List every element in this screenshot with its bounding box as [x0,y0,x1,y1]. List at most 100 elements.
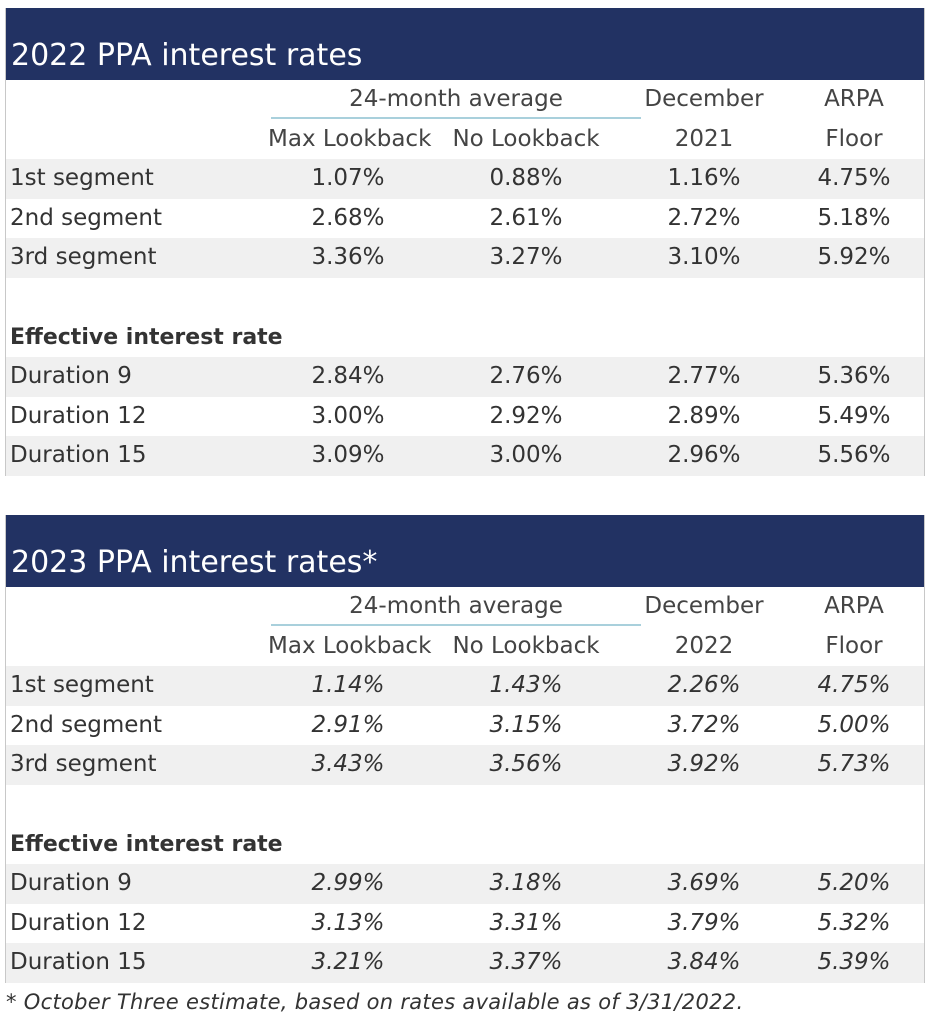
no-lookback-value: 3.18% [489,870,563,897]
arpa-floor-value: 5.39% [817,949,891,976]
no-lookback-value: 3.37% [489,949,563,976]
max-lookback-value: 2.91% [311,711,385,738]
no-lookback-value: 3.00% [489,442,563,469]
col-header-arpa: ARPA [824,593,884,619]
spacer-row [6,278,924,318]
arpa-floor-value: 5.32% [817,909,891,936]
no-lookback-value: 0.88% [489,165,563,192]
table-row: Duration 9 2.84% 2.76% 2.77% 5.36% [6,357,924,397]
row-label: Duration 12 [10,909,147,936]
spacer-row [6,785,924,825]
table-row: 2nd segment 2.91% 3.15% 3.72% 5.00% [6,706,924,746]
table-row: 3rd segment 3.36% 3.27% 3.10% 5.92% [6,238,924,278]
effective-rate-heading: Effective interest rate [10,324,283,350]
row-label: Duration 15 [10,442,147,469]
max-lookback-value: 2.84% [311,363,385,390]
col-header-floor: Floor [825,125,883,152]
row-label: 3rd segment [10,244,157,271]
arpa-floor-value: 4.75% [817,672,891,699]
row-label: 1st segment [10,165,154,192]
row-label: 3rd segment [10,751,157,778]
col-header-no-lookback: No Lookback [452,125,600,152]
header-row-1: 24-month average December ARPA [6,80,924,120]
group-header: 24-month average [271,587,641,626]
row-label: 1st segment [10,672,154,699]
table-row: 3rd segment 3.43% 3.56% 3.92% 5.73% [6,745,924,785]
header-row-2: Max Lookback No Lookback 2022 Floor [6,627,924,667]
ppa-2023-table: 2023 PPA interest rates* 24-month averag… [5,515,925,983]
table-row: Duration 9 2.99% 3.18% 3.69% 5.20% [6,864,924,904]
table-row: Duration 15 3.09% 3.00% 2.96% 5.56% [6,436,924,476]
december-value: 3.72% [667,711,741,738]
no-lookback-value: 3.31% [489,909,563,936]
col-header-year: 2022 [674,632,734,659]
no-lookback-value: 2.92% [489,402,563,429]
no-lookback-value: 2.76% [489,363,563,390]
row-label: Duration 12 [10,402,147,429]
max-lookback-value: 3.21% [311,949,385,976]
col-header-no-lookback: No Lookback [452,632,600,659]
table-row: Duration 12 3.00% 2.92% 2.89% 5.49% [6,397,924,437]
col-header-arpa: ARPA [824,86,884,112]
row-label: 2nd segment [10,711,163,738]
row-label: Duration 9 [10,870,132,897]
december-value: 3.10% [667,244,741,271]
december-value: 2.77% [667,363,741,390]
header-row-2: Max Lookback No Lookback 2021 Floor [6,120,924,160]
row-label: 2nd segment [10,204,163,231]
max-lookback-value: 2.68% [311,204,385,231]
table-row: 1st segment 1.07% 0.88% 1.16% 4.75% [6,159,924,199]
arpa-floor-value: 5.36% [817,363,891,390]
max-lookback-value: 1.14% [311,672,385,699]
col-header-december: December [644,86,764,112]
december-value: 2.72% [667,204,741,231]
december-value: 1.16% [667,165,741,192]
december-value: 3.92% [667,751,741,778]
max-lookback-value: 2.99% [311,870,385,897]
section-heading-row: Effective interest rate [6,825,924,865]
table-row: 2nd segment 2.68% 2.61% 2.72% 5.18% [6,199,924,239]
table-row: Duration 15 3.21% 3.37% 3.84% 5.39% [6,943,924,983]
table-title: 2022 PPA interest rates [11,38,363,73]
no-lookback-value: 3.15% [489,711,563,738]
max-lookback-value: 1.07% [311,165,385,192]
header-row-1: 24-month average December ARPA [6,587,924,627]
col-header-max-lookback: Max Lookback [268,632,432,659]
arpa-floor-value: 5.73% [817,751,891,778]
arpa-floor-value: 4.75% [817,165,891,192]
group-header: 24-month average [271,80,641,119]
arpa-floor-value: 5.18% [817,204,891,231]
footnote: * October Three estimate, based on rates… [6,990,744,1014]
no-lookback-value: 1.43% [489,672,563,699]
december-value: 3.69% [667,870,741,897]
no-lookback-value: 3.56% [489,751,563,778]
max-lookback-value: 3.43% [311,751,385,778]
arpa-floor-value: 5.49% [817,402,891,429]
no-lookback-value: 3.27% [489,244,563,271]
december-value: 2.26% [667,672,741,699]
col-header-max-lookback: Max Lookback [268,125,432,152]
col-header-year: 2021 [674,125,734,152]
table-row: Duration 12 3.13% 3.31% 3.79% 5.32% [6,904,924,944]
table-title-bar: 2022 PPA interest rates [6,8,924,80]
row-label: Duration 15 [10,949,147,976]
max-lookback-value: 3.09% [311,442,385,469]
arpa-floor-value: 5.92% [817,244,891,271]
arpa-floor-value: 5.56% [817,442,891,469]
max-lookback-value: 3.13% [311,909,385,936]
table-row: 1st segment 1.14% 1.43% 2.26% 4.75% [6,666,924,706]
section-heading-row: Effective interest rate [6,318,924,358]
max-lookback-value: 3.00% [311,402,385,429]
december-value: 3.79% [667,909,741,936]
december-value: 2.89% [667,402,741,429]
ppa-2022-table: 2022 PPA interest rates 24-month average… [5,8,925,476]
effective-rate-heading: Effective interest rate [10,831,283,857]
row-label: Duration 9 [10,363,132,390]
december-value: 2.96% [667,442,741,469]
no-lookback-value: 2.61% [489,204,563,231]
december-value: 3.84% [667,949,741,976]
col-header-december: December [644,593,764,619]
max-lookback-value: 3.36% [311,244,385,271]
arpa-floor-value: 5.20% [817,870,891,897]
arpa-floor-value: 5.00% [817,711,891,738]
